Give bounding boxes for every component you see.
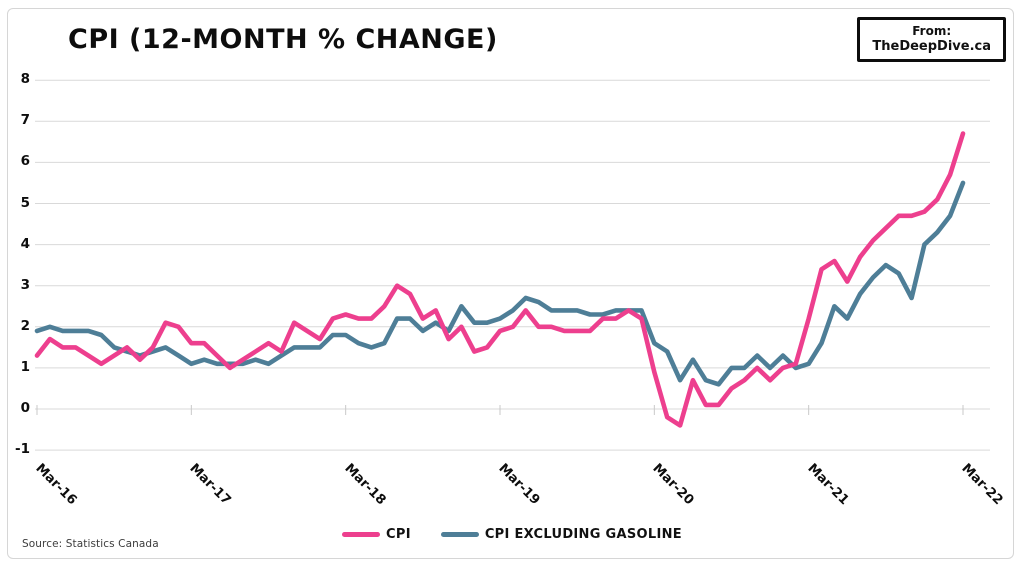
y-tick-label-1: 1 [20, 358, 30, 375]
legend-item-cpi-ex-gasoline: CPI EXCLUDING GASOLINE [440, 527, 682, 542]
y-tick-label-0: 0 [20, 400, 30, 416]
y-tick-label-3: 3 [20, 276, 30, 293]
y-tick-label-4: 4 [20, 235, 30, 252]
badge-site-name: TheDeepDive.ca [872, 39, 991, 54]
source-note: Source: Statistics Canada [22, 538, 159, 550]
legend-label-cpi-ex-gasoline: CPI EXCLUDING GASOLINE [484, 527, 682, 542]
chart-title: CPI (12-MONTH % CHANGE) [68, 24, 498, 55]
y-tick-label--1: -1 [15, 441, 30, 458]
chart-legend: CPI CPI EXCLUDING GASOLINE [0, 527, 1024, 542]
legend-label-cpi: CPI [386, 527, 411, 542]
badge-from-label: From: [912, 24, 952, 38]
series-line-cpi-excluding-gasoline [34, 180, 966, 387]
y-tick-label-7: 7 [20, 112, 30, 129]
attribution-badge: From: TheDeepDive.ca [857, 17, 1006, 63]
legend-swatch-cpi [342, 532, 381, 537]
y-tick-label-6: 6 [20, 153, 30, 170]
legend-swatch-cpi-ex-gasoline [440, 532, 479, 537]
y-tick-label-5: 5 [20, 194, 30, 211]
series-line-cpi [34, 131, 966, 428]
y-tick-label-8: 8 [20, 71, 30, 88]
legend-item-cpi: CPI [342, 527, 411, 542]
y-tick-label-2: 2 [20, 317, 30, 334]
